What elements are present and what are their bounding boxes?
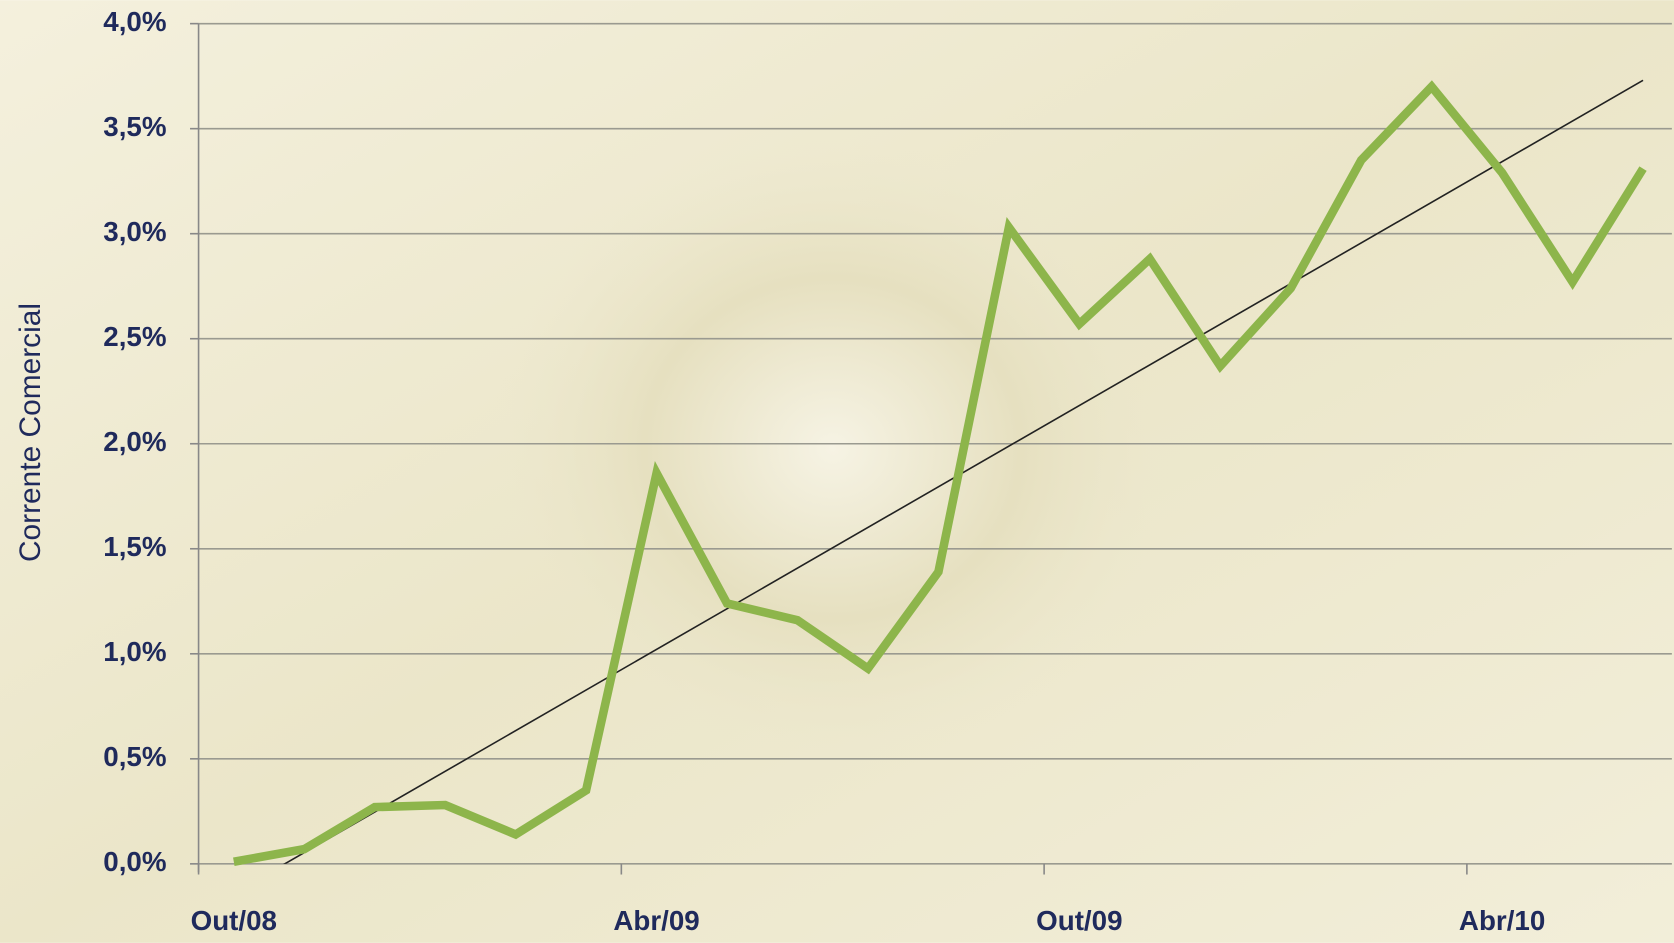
y-tick-label: 4,0%	[103, 6, 166, 37]
y-tick-label: 0,0%	[103, 846, 166, 877]
trend-line	[283, 79, 1644, 864]
y-axis-label: Corrente Comercial	[14, 303, 47, 562]
x-tick-label: Abr/10	[1459, 905, 1545, 936]
y-tick-label: 0,5%	[103, 741, 166, 772]
data-line	[233, 80, 1647, 866]
y-tick-label: 3,0%	[103, 216, 166, 247]
y-tick-label: 1,0%	[103, 636, 166, 667]
x-tick-label: Out/09	[1036, 905, 1122, 936]
x-tick-label: Abr/09	[613, 905, 699, 936]
y-tick-label: 3,5%	[103, 111, 166, 142]
y-tick-label: 1,5%	[103, 531, 166, 562]
plot-area	[283, 79, 1644, 864]
x-tick-label: Out/08	[191, 905, 277, 936]
background-seal	[491, 138, 1175, 759]
y-tick-label: 2,0%	[103, 426, 166, 457]
y-tick-label: 2,5%	[103, 321, 166, 352]
